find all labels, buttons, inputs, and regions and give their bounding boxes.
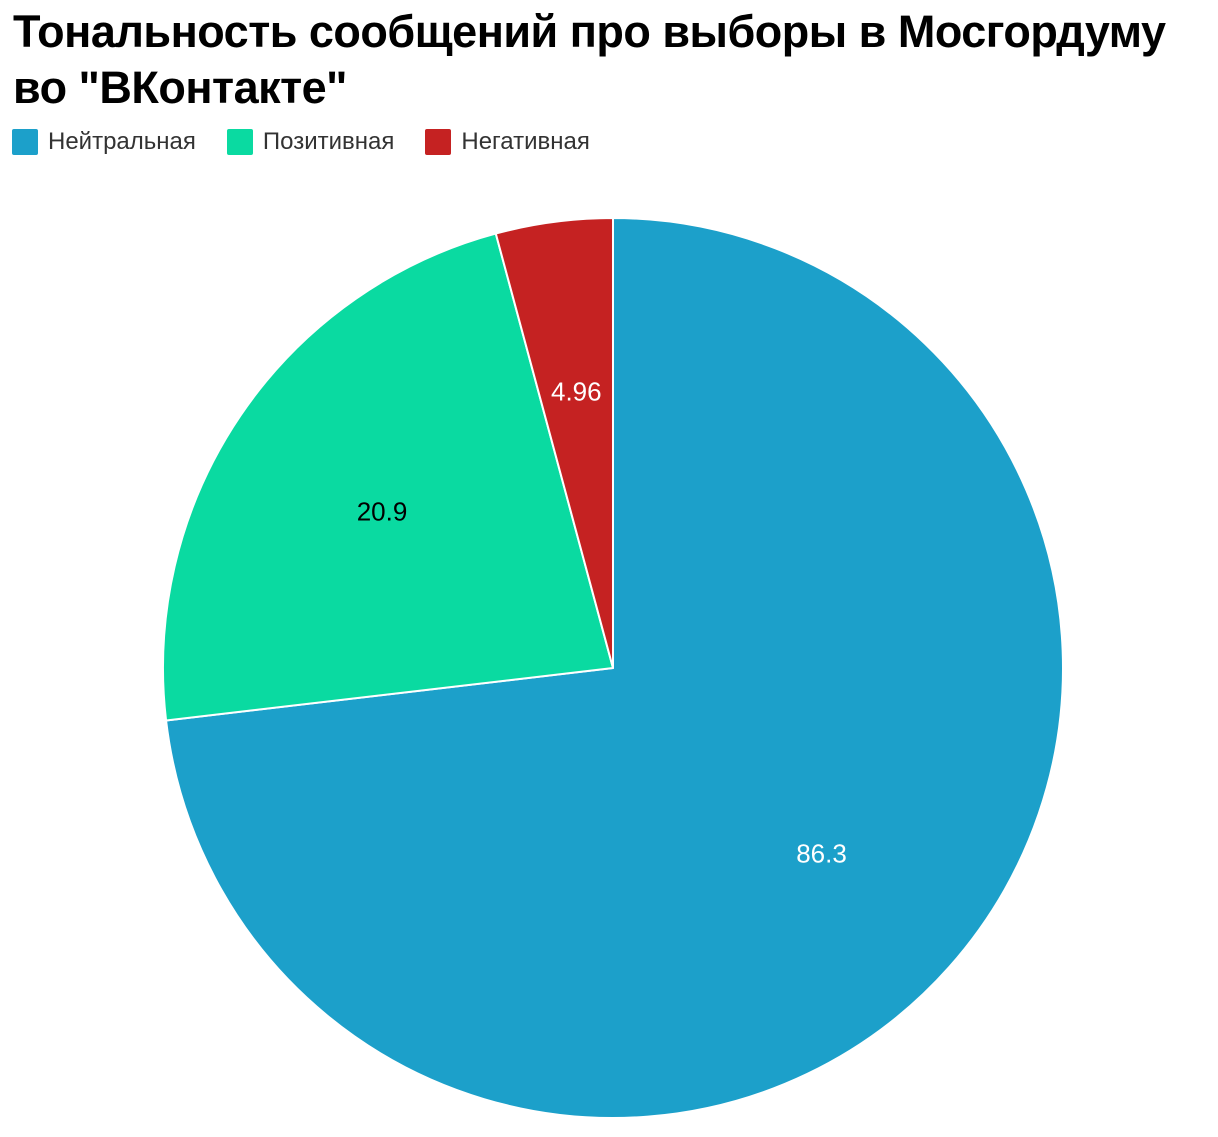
legend-swatch-neutral-icon bbox=[12, 129, 38, 155]
chart-legend: Нейтральная Позитивная Негативная bbox=[12, 128, 590, 156]
pie-chart: 86.320.94.96 bbox=[163, 218, 1063, 1118]
legend-item-neutral[interactable]: Нейтральная bbox=[12, 128, 196, 156]
legend-label-negative: Негативная bbox=[461, 128, 590, 155]
pie-slice-0[interactable] bbox=[165, 218, 1063, 1118]
legend-item-positive[interactable]: Позитивная bbox=[226, 128, 395, 156]
legend-item-negative[interactable]: Негативная bbox=[425, 128, 590, 156]
legend-swatch-negative-icon bbox=[425, 129, 452, 155]
legend-swatch-positive-icon bbox=[226, 129, 253, 155]
legend-label-neutral: Нейтральная bbox=[48, 128, 196, 155]
pie-slice-1[interactable] bbox=[163, 232, 614, 722]
pie-slice-2[interactable] bbox=[494, 218, 614, 669]
chart-title: Тональность сообщений про выборы в Мосго… bbox=[13, 6, 1166, 113]
legend-label-positive: Позитивная bbox=[262, 128, 395, 155]
